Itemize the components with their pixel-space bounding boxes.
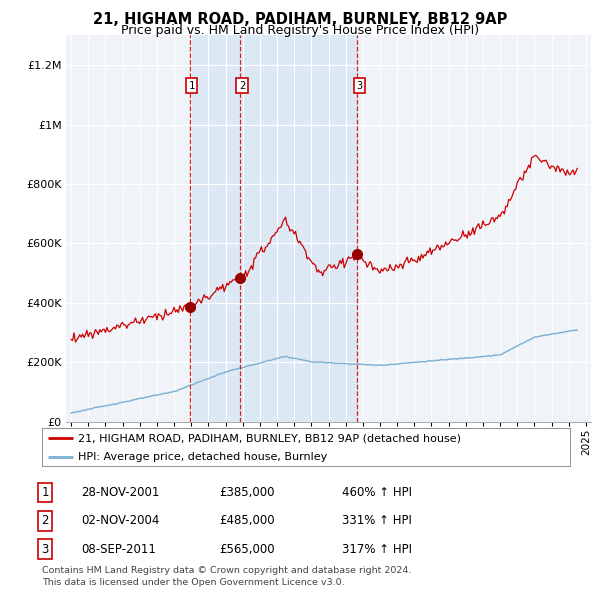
Text: 28-NOV-2001: 28-NOV-2001 [81,486,160,499]
Text: £565,000: £565,000 [219,543,275,556]
Text: 08-SEP-2011: 08-SEP-2011 [81,543,156,556]
Text: HPI: Average price, detached house, Burnley: HPI: Average price, detached house, Burn… [78,451,327,461]
Text: 02-NOV-2004: 02-NOV-2004 [81,514,160,527]
Text: Price paid vs. HM Land Registry's House Price Index (HPI): Price paid vs. HM Land Registry's House … [121,24,479,37]
Bar [190,35,240,422]
Bar [240,35,358,422]
Text: 3: 3 [41,543,49,556]
Text: 3: 3 [356,81,362,91]
Text: 331% ↑ HPI: 331% ↑ HPI [342,514,412,527]
Text: 1: 1 [41,486,49,499]
Text: £385,000: £385,000 [219,486,275,499]
Text: 460% ↑ HPI: 460% ↑ HPI [342,486,412,499]
Text: 1: 1 [188,81,195,91]
Text: 317% ↑ HPI: 317% ↑ HPI [342,543,412,556]
Text: £485,000: £485,000 [219,514,275,527]
Text: 2: 2 [239,81,245,91]
Text: Contains HM Land Registry data © Crown copyright and database right 2024.
This d: Contains HM Land Registry data © Crown c… [42,566,412,587]
Text: 21, HIGHAM ROAD, PADIHAM, BURNLEY, BB12 9AP: 21, HIGHAM ROAD, PADIHAM, BURNLEY, BB12 … [93,12,507,27]
Text: 21, HIGHAM ROAD, PADIHAM, BURNLEY, BB12 9AP (detached house): 21, HIGHAM ROAD, PADIHAM, BURNLEY, BB12 … [78,433,461,443]
Text: 2: 2 [41,514,49,527]
